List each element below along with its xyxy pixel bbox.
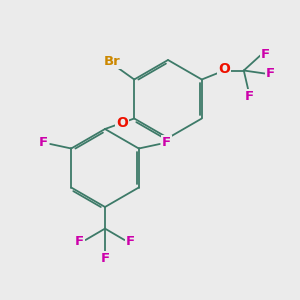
Text: F: F xyxy=(261,47,270,61)
Text: F: F xyxy=(266,67,275,80)
Text: Br: Br xyxy=(103,55,120,68)
Text: O: O xyxy=(116,116,128,130)
Text: F: F xyxy=(39,136,48,149)
Text: F: F xyxy=(245,90,254,103)
Text: F: F xyxy=(75,235,84,248)
Text: O: O xyxy=(218,62,230,76)
Text: F: F xyxy=(126,235,135,248)
Text: F: F xyxy=(100,252,109,265)
Text: F: F xyxy=(162,136,171,149)
